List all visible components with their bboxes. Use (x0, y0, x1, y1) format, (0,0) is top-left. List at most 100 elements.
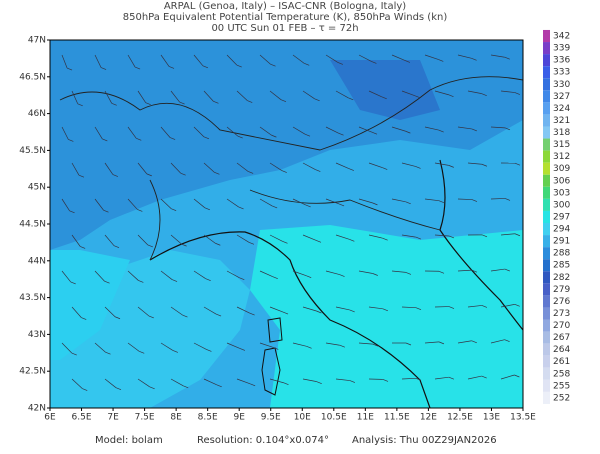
lat-label: 46.5N (19, 72, 46, 82)
colorbar-swatch (543, 211, 550, 223)
colorbar-label: 267 (553, 333, 570, 343)
colorbar-label: 252 (553, 393, 570, 403)
colorbar-label: 315 (553, 140, 570, 150)
lon-label: 11.5E (384, 413, 410, 423)
colorbar-label: 285 (553, 261, 570, 271)
colorbar-swatch (543, 175, 550, 187)
lon-axis: 6E 6.5E 7E 7.5E 8E 8.5E 9E 9.5E 10E 10.5E 11E 11.5E… (44, 408, 536, 423)
colorbar-swatch (543, 54, 550, 66)
colorbar-label: 309 (553, 164, 570, 174)
colorbar-label: 288 (553, 249, 570, 259)
lon-label: 6.5E (72, 413, 92, 423)
colorbar-swatch (543, 259, 550, 271)
footer-model: Model: bolam (95, 435, 163, 446)
colorbar-swatch (543, 30, 550, 42)
colorbar-label: 273 (553, 309, 570, 319)
footer-analysis: Analysis: Thu 00Z29JAN2026 (352, 435, 497, 446)
colorbar-swatch (543, 42, 550, 54)
lat-label: 46N (28, 109, 46, 119)
lat-label: 45.5N (19, 146, 46, 156)
colorbar-swatch (543, 356, 550, 368)
lat-label: 44.5N (19, 220, 46, 230)
colorbar-swatch (543, 332, 550, 344)
lat-label: 45N (28, 183, 46, 193)
colorbar-swatch (543, 223, 550, 235)
colorbar-swatch (543, 344, 550, 356)
colorbar-label: 342 (553, 32, 570, 42)
colorbar: 342 339 336 333 330 327 324 321 318 315 312 309 306 3… (543, 30, 570, 404)
lon-label: 13E (483, 413, 500, 423)
colorbar-swatch (543, 163, 550, 175)
colorbar-label: 294 (553, 225, 570, 235)
lat-label: 42N (28, 404, 46, 414)
lon-label: 10E (294, 413, 311, 423)
colorbar-label: 303 (553, 188, 570, 198)
colorbar-swatch (543, 295, 550, 307)
colorbar-label: 255 (553, 381, 570, 391)
colorbar-label: 306 (553, 176, 570, 186)
colorbar-label: 282 (553, 273, 570, 283)
colorbar-swatch (543, 114, 550, 126)
lat-label: 44N (28, 256, 46, 266)
colorbar-label: 276 (553, 297, 570, 307)
map (50, 40, 523, 408)
colorbar-label: 312 (553, 152, 570, 162)
lon-label: 8.5E (198, 413, 218, 423)
colorbar-swatch (543, 78, 550, 90)
lon-label: 11E (357, 413, 374, 423)
colorbar-swatch (543, 199, 550, 211)
colorbar-label: 291 (553, 237, 570, 247)
footer-resolution: Resolution: 0.104°x0.074° (197, 435, 329, 446)
colorbar-label: 336 (553, 56, 570, 66)
colorbar-swatch (543, 90, 550, 102)
colorbar-label: 318 (553, 128, 570, 138)
lon-label: 13.5E (510, 413, 536, 423)
colorbar-label: 270 (553, 321, 570, 331)
colorbar-swatch (543, 151, 550, 163)
lat-label: 43.5N (19, 293, 46, 303)
colorbar-label: 327 (553, 92, 570, 102)
colorbar-swatch (543, 139, 550, 151)
colorbar-label: 261 (553, 357, 570, 367)
colorbar-swatch (543, 66, 550, 78)
colorbar-label: 258 (553, 369, 570, 379)
lon-label: 10.5E (321, 413, 347, 423)
colorbar-label: 300 (553, 200, 570, 210)
lon-label: 9.5E (261, 413, 281, 423)
header-line: ARPAL (Genoa, Italy) – ISAC-CNR (Bologna… (164, 1, 406, 12)
lon-label: 7E (107, 413, 119, 423)
colorbar-label: 321 (553, 116, 570, 126)
colorbar-swatch (543, 368, 550, 380)
lon-label: 6E (44, 413, 56, 423)
colorbar-swatch (543, 283, 550, 295)
colorbar-label: 297 (553, 212, 570, 222)
lon-label: 12.5E (447, 413, 473, 423)
colorbar-swatch (543, 392, 550, 404)
colorbar-label: 330 (553, 80, 570, 90)
colorbar-swatch (543, 380, 550, 392)
colorbar-swatch (543, 126, 550, 138)
colorbar-label: 333 (553, 68, 570, 78)
lat-label: 42.5N (19, 367, 46, 377)
colorbar-label: 264 (553, 345, 570, 355)
colorbar-label: 339 (553, 44, 570, 54)
colorbar-swatch (543, 187, 550, 199)
colorbar-swatch (543, 271, 550, 283)
colorbar-swatch (543, 102, 550, 114)
colorbar-swatch (543, 307, 550, 319)
lon-label: 8E (170, 413, 182, 423)
header-line: 850hPa Equivalent Potential Temperature … (123, 12, 448, 23)
colorbar-label: 279 (553, 285, 570, 295)
lon-label: 12E (420, 413, 437, 423)
colorbar-label: 324 (553, 104, 570, 114)
lat-label: 47N (28, 36, 46, 46)
colorbar-swatch (543, 320, 550, 332)
lon-label: 9E (233, 413, 245, 423)
colorbar-swatch (543, 247, 550, 259)
lat-axis: 47N 46.5N 46N 45.5N 45N 44.5N 44N 43.5N 43N 42.5N… (19, 36, 50, 414)
colorbar-swatch (543, 235, 550, 247)
header-line: 00 UTC Sun 01 FEB – τ = 72h (211, 23, 358, 34)
lat-label: 43N (28, 330, 46, 340)
lon-label: 7.5E (135, 413, 155, 423)
